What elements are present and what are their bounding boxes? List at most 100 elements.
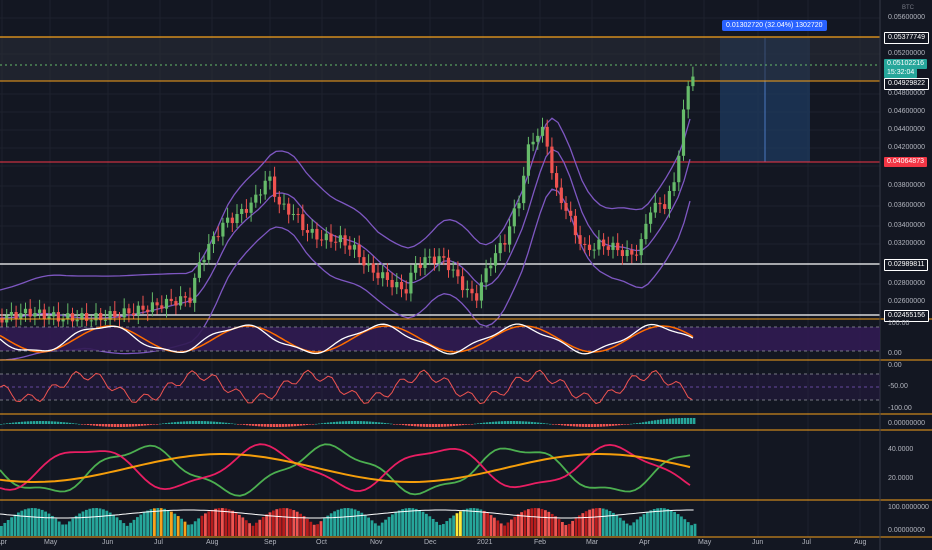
macd-bar <box>654 420 657 424</box>
macd-bar <box>399 424 402 425</box>
macd-bar <box>546 423 549 425</box>
oscillator-bar <box>591 508 595 536</box>
macd-bar <box>438 424 441 427</box>
macd-bar <box>333 421 336 424</box>
macd-bar <box>474 423 477 425</box>
oscillator-bar <box>40 509 44 536</box>
macd-bar <box>102 424 105 427</box>
macd-bar <box>87 424 90 425</box>
candle-body <box>174 301 178 306</box>
oscillator-bar <box>193 521 197 536</box>
oscillator-bar <box>251 525 255 536</box>
candle-body <box>503 243 507 245</box>
macd-bar <box>3 423 6 425</box>
measure-tooltip: 0.01302720 (32.04%) 1302720 <box>722 20 827 31</box>
macd-bar <box>345 421 348 424</box>
candle-body <box>517 203 521 209</box>
macd-bar <box>339 421 342 424</box>
oscillator-bar <box>350 508 353 536</box>
candle-body <box>132 313 136 316</box>
time-axis-label: Aug <box>206 539 219 546</box>
macd-bar <box>411 424 414 427</box>
candle-body <box>620 250 624 257</box>
oscillator-bar <box>299 513 302 536</box>
candle-body <box>545 126 549 147</box>
macd-bar <box>183 421 186 424</box>
macd-bar <box>627 424 630 425</box>
macd-bar <box>450 424 453 427</box>
oscillator-bar <box>574 518 578 536</box>
macd-bar <box>555 424 558 425</box>
oscillator-bar <box>404 508 408 536</box>
oscillator-bar <box>408 508 411 536</box>
oscillator-bar <box>200 515 204 536</box>
macd-bar <box>495 421 498 424</box>
macd-bar <box>63 422 66 424</box>
oscillator-bar <box>557 519 561 536</box>
oscillator-bar <box>564 525 568 536</box>
candles[interactable] <box>0 66 695 332</box>
macd-bar <box>222 422 225 424</box>
candle-body <box>489 265 493 269</box>
price-axis-tick: 0.03600000 <box>888 202 925 209</box>
candle-body <box>282 203 286 205</box>
macd-bar <box>528 421 531 424</box>
candle-body <box>686 86 690 110</box>
oscillator-bar <box>639 516 642 536</box>
oscillator-bar <box>425 513 428 536</box>
oscillator-bar <box>156 508 160 536</box>
oscillator-bar <box>51 515 54 536</box>
candle-body <box>451 269 455 271</box>
candle-body <box>155 302 159 306</box>
price-axis-tick: 0.04200000 <box>888 144 925 151</box>
oscillator-bar <box>30 508 34 536</box>
top-zone-shade <box>0 37 880 81</box>
macd-bar <box>447 424 450 427</box>
oscillator-bar <box>244 520 248 536</box>
macd-bar <box>264 424 267 427</box>
candle-body <box>465 288 469 291</box>
dmi-minus-line <box>0 443 691 492</box>
level-price-label: 0.04929822 <box>884 78 929 90</box>
macd-bar <box>219 422 222 424</box>
candle-body <box>446 257 451 271</box>
candle-body <box>122 308 126 318</box>
volume-oscillator-bars <box>0 508 697 536</box>
oscillator-bar <box>401 509 404 536</box>
oscillator-bar <box>629 525 632 536</box>
macd-bar <box>429 424 432 427</box>
candle-body <box>244 208 248 213</box>
oscillator-bar <box>343 508 347 536</box>
macd-bar <box>663 419 666 424</box>
macd-bar <box>51 421 54 424</box>
time-axis-label: Feb <box>534 539 547 546</box>
macd-bar <box>165 423 168 424</box>
wr-axis-100: -100.00 <box>888 405 912 412</box>
oscillator-bar <box>214 508 217 536</box>
oscillator-bar <box>268 512 272 536</box>
macd-bar <box>537 422 540 424</box>
macd-bar <box>330 422 333 424</box>
macd-bar <box>480 422 483 424</box>
oscillator-bar <box>234 512 238 536</box>
candle-body <box>348 245 352 250</box>
macd-bar <box>258 424 261 427</box>
candle-body <box>428 256 432 258</box>
macd-bar <box>582 424 585 427</box>
candle-body <box>85 313 89 321</box>
macd-bar <box>357 421 360 424</box>
macd-bar <box>231 423 234 425</box>
oscillator-bar <box>469 508 472 536</box>
candle-body <box>442 256 446 258</box>
oscillator-bar <box>601 508 605 536</box>
time-axis-label: May <box>698 539 712 546</box>
price-axis-tick: 0.02800000 <box>888 280 925 287</box>
oscillator-bar <box>74 515 78 536</box>
macd-bar <box>162 423 165 425</box>
oscillator-bar <box>190 524 194 536</box>
oscillator-bar <box>438 524 442 536</box>
oscillator-bar <box>248 523 251 536</box>
candle-body <box>56 312 60 322</box>
oscillator-bar <box>686 522 690 536</box>
